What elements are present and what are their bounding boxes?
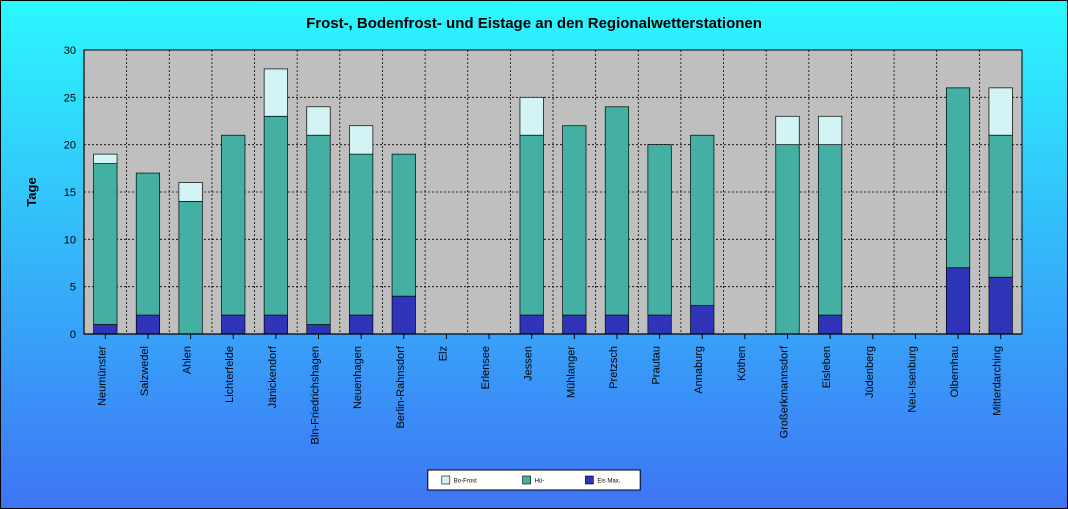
bar-segment <box>264 315 287 334</box>
bar-segment <box>520 315 543 334</box>
legend: Bo-Frost Hü- Eis Max. <box>428 470 640 490</box>
bar-segment <box>605 107 628 315</box>
bar-segment <box>520 135 543 315</box>
x-tick-label: Neumünster <box>96 346 108 406</box>
bar-segment <box>946 268 969 334</box>
bar-segment <box>776 116 799 144</box>
bar-segment <box>179 201 202 334</box>
legend-label: Hü- <box>535 478 545 484</box>
bar-segment <box>222 315 245 334</box>
x-tick-label: Prautau <box>651 346 663 385</box>
x-tick-label: Jüdenberg <box>864 346 876 398</box>
x-tick-label: Großerkmannsdorf <box>779 345 791 438</box>
bar-segment <box>349 315 372 334</box>
bar-segment <box>136 315 159 334</box>
bar-segment <box>307 325 330 334</box>
bar-segment <box>946 88 969 268</box>
chart-container: Frost-, Bodenfrost- und Eistage an den R… <box>0 0 1068 509</box>
bar-segment <box>989 88 1012 135</box>
x-tick-label: Mühlanger <box>565 346 577 398</box>
bar-segment <box>307 135 330 324</box>
y-tick-label: 15 <box>64 187 76 199</box>
legend-swatch <box>442 476 450 484</box>
legend-label: Eis Max. <box>597 478 620 484</box>
x-tick-label: Erlensee <box>480 346 492 389</box>
bar-segment <box>818 145 841 315</box>
x-tick-label: Neuenhagen <box>352 346 364 409</box>
x-tick-label: Salzwedel <box>139 346 151 396</box>
bar-segment <box>264 69 287 116</box>
x-tick-label: Mitterdarching <box>992 346 1004 416</box>
bar-segment <box>818 116 841 144</box>
bar-segment <box>94 154 117 163</box>
bar-segment <box>989 277 1012 334</box>
bar-segment <box>179 183 202 202</box>
bar-segment <box>563 315 586 334</box>
legend-swatch <box>523 476 531 484</box>
bar-segment <box>264 116 287 315</box>
y-axis-label: Tage <box>24 177 39 206</box>
y-tick-label: 0 <box>70 329 76 341</box>
bar-segment <box>989 135 1012 277</box>
bar-segment <box>776 145 799 334</box>
y-tick-label: 30 <box>64 45 76 57</box>
bar-segment <box>94 164 117 325</box>
x-tick-label: Elz <box>437 346 449 361</box>
x-tick-label: Bln-Friedrichshagen <box>310 346 322 444</box>
x-tick-label: Pretzsch <box>608 346 620 389</box>
bar-segment <box>605 315 628 334</box>
x-tick-label: Ahlen <box>182 346 194 374</box>
bar-segment <box>349 126 372 154</box>
x-tick-label: Köthen <box>736 346 748 381</box>
y-tick-label: 20 <box>64 140 76 152</box>
bar-segment <box>392 154 415 296</box>
y-tick-label: 5 <box>70 282 76 294</box>
x-tick-label: Eisleben <box>821 346 833 388</box>
bar-segment <box>818 315 841 334</box>
x-tick-label: Lichterfelde <box>224 346 236 403</box>
y-tick-label: 25 <box>64 92 76 104</box>
bar-segment <box>392 296 415 334</box>
x-tick-label: Jänickendorf <box>267 345 279 408</box>
bar-segment <box>520 97 543 135</box>
bar-segment <box>307 107 330 135</box>
legend-label: Bo-Frost <box>454 478 477 484</box>
bar-segment <box>648 145 671 315</box>
bar-segment <box>94 325 117 334</box>
bar-segment <box>691 306 714 334</box>
bar-segment <box>648 315 671 334</box>
x-tick-label: Olbernhau <box>949 346 961 397</box>
x-tick-label: Jessen <box>523 346 535 381</box>
legend-swatch <box>585 476 593 484</box>
chart-title: Frost-, Bodenfrost- und Eistage an den R… <box>306 15 762 32</box>
x-tick-label: Annaburg <box>693 346 705 394</box>
bar-segment <box>563 126 586 315</box>
bar-segment <box>222 135 245 315</box>
x-tick-label: Berlin-Rahnsdorf <box>395 345 407 428</box>
y-tick-label: 10 <box>64 234 76 246</box>
x-tick-label: Neu-Isenburg <box>906 346 918 413</box>
bar-segment <box>691 135 714 305</box>
bar-segment <box>136 173 159 315</box>
bar-segment <box>349 154 372 315</box>
